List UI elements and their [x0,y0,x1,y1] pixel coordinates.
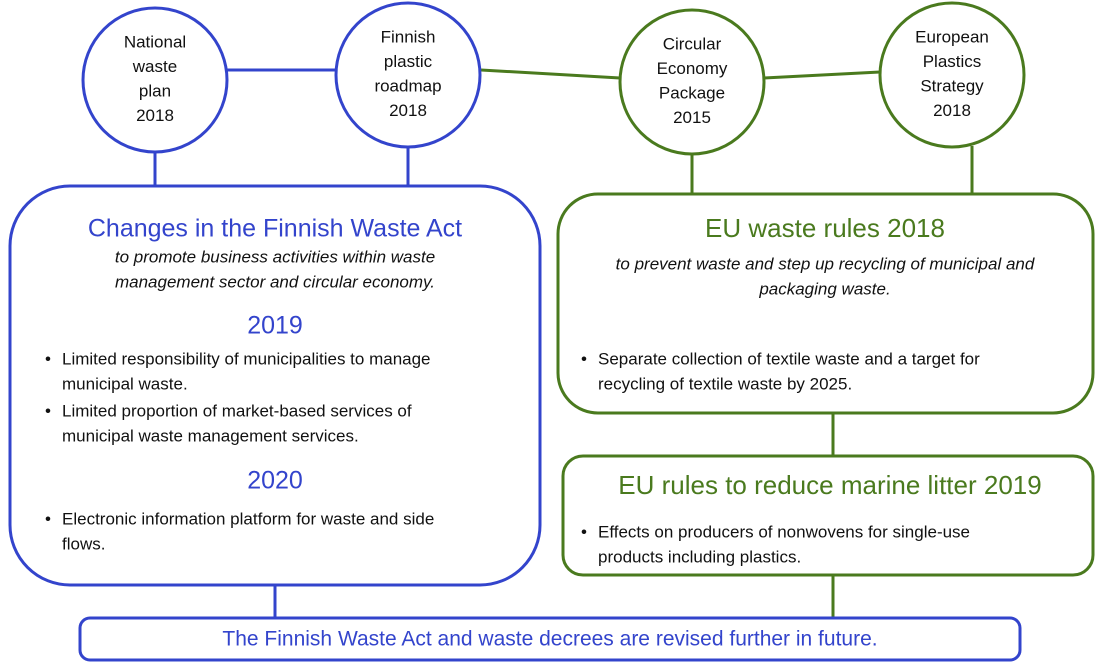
footer-text: The Finnish Waste Act and waste decrees … [222,628,877,651]
circle-label: 2018 [136,106,174,125]
bullet: • [581,349,587,368]
bullet-text: Limited responsibility of municipalities… [62,349,431,368]
bullet-text: municipal waste management services. [62,426,359,445]
footer-box [78,616,1022,662]
box-subtitle: management sector and circular economy. [115,272,435,291]
connectors [153,68,974,618]
circle-label: plan [139,81,171,100]
box-title: Changes in the Finnish Waste Act [88,215,462,243]
circle-label: Economy [657,59,728,78]
box-subtitle: packaging waste. [758,279,890,298]
circle-label: National [124,32,186,51]
bullet-text: Electronic information platform for wast… [62,509,434,528]
box-title: EU rules to reduce marine litter 2019 [618,470,1041,500]
box-subtitle: to prevent waste and step up recycling o… [616,254,1035,273]
bullet-text: Separate collection of textile waste and… [598,349,980,368]
section-year: 2020 [247,467,303,495]
bullet: • [581,522,587,541]
bullet-text: municipal waste. [62,374,188,393]
circle-node [81,6,229,154]
bullet: • [45,401,51,420]
box-title: EU waste rules 2018 [705,213,945,243]
bullet-text: Limited proportion of market-based servi… [62,401,412,420]
section-year: 2019 [247,312,303,340]
bullet-text: flows. [62,534,105,553]
circle-node [334,1,482,149]
bullet-text: Effects on producers of nonwovens for si… [598,522,970,541]
box-subtitle: to promote business activities within wa… [115,247,435,266]
eu-box [556,192,1095,415]
circle-label: plastic [384,52,433,71]
bullet: • [45,509,51,528]
bullet-text: products including plastics. [598,547,801,566]
marine-box [561,454,1095,577]
circle-node [878,1,1026,149]
circle-label: Package [659,83,725,102]
finnish-box [8,184,542,587]
circle-node [618,8,766,156]
circle-label: 2015 [673,108,711,127]
bullet-text: recycling of textile waste by 2025. [598,374,852,393]
circle-label: European [915,27,989,46]
connector [763,70,881,80]
bullet: • [45,349,51,368]
circle-label: 2018 [933,101,971,120]
circle-label: roadmap [374,76,441,95]
circle-label: Circular [663,34,722,53]
circle-label: Finnish [381,27,436,46]
circle-label: 2018 [389,101,427,120]
circle-label: Strategy [920,76,984,95]
circle-label: Plastics [923,52,982,71]
connector [480,68,621,80]
circle-label: waste [132,57,177,76]
